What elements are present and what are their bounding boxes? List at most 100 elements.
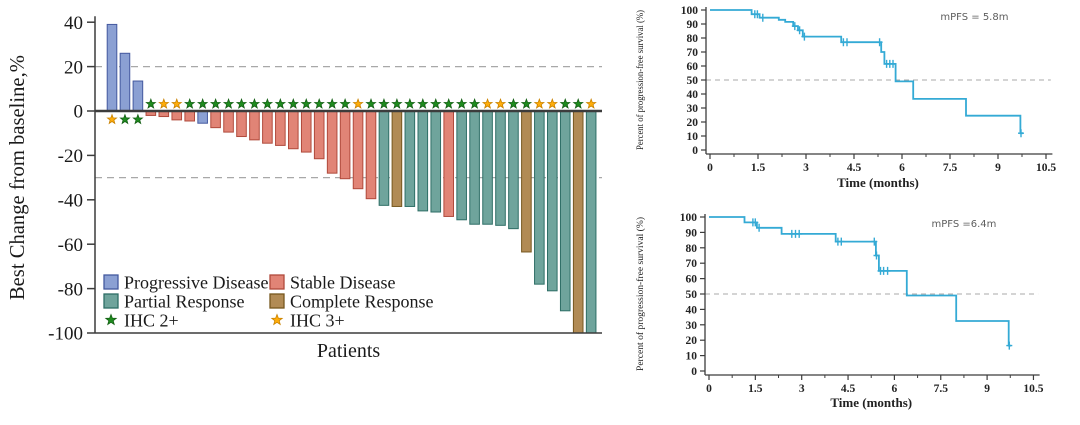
ihc-star [171, 98, 183, 109]
censor-mark [791, 22, 798, 31]
legend-swatch [103, 274, 119, 290]
waterfall-bar [443, 110, 454, 217]
waterfall-bar [508, 110, 519, 230]
y-tick-label: 40 [686, 304, 698, 316]
ihc-star [119, 113, 131, 125]
waterfall-bar [547, 110, 558, 292]
y-tick-label: 20 [686, 335, 698, 347]
waterfall-bar [572, 110, 584, 334]
ihc-star [417, 98, 429, 109]
legend-item-ihc2: IHC 2+ [104, 310, 179, 330]
waterfall-bar [559, 110, 571, 312]
waterfall-bar [430, 110, 442, 213]
ihc-star [339, 98, 351, 109]
mpfs-annotation: mPFS =6.4m [931, 219, 996, 230]
ihc-star [391, 98, 403, 109]
ihc-star [300, 98, 312, 109]
y-tick-label: 0 [74, 102, 84, 123]
legend-label: Progressive Disease [124, 272, 268, 292]
waterfall-bar [469, 110, 480, 225]
y-tick-label: 90 [686, 227, 698, 239]
legend-star [270, 313, 284, 326]
y-axis-title: Percent of progression-free survival (%) [635, 217, 646, 371]
y-axis-title: Best Change from baseline,% [5, 55, 29, 300]
ihc-star [184, 98, 196, 109]
legend-label: Complete Response [290, 291, 433, 311]
censor-mark [838, 237, 845, 246]
y-tick-label: -60 [58, 235, 83, 256]
waterfall-bar [352, 110, 364, 190]
y-tick-label: 80 [687, 33, 699, 45]
x-tick-label: 3 [803, 162, 809, 174]
ihc-star [494, 98, 507, 109]
ihc-star [145, 98, 157, 109]
censor-mark [890, 59, 896, 68]
ihc-star [209, 98, 222, 109]
waterfall-bar [482, 110, 493, 225]
legend-label: Stable Disease [290, 272, 395, 292]
ihc-star [468, 98, 481, 109]
y-tick-label: -40 [58, 190, 83, 211]
ihc-star [313, 98, 325, 109]
waterfall-bar [534, 110, 545, 285]
censor-mark [796, 229, 803, 238]
ihc-star [404, 98, 416, 109]
ihc-star [274, 98, 287, 109]
legend-swatch [269, 274, 285, 290]
x-tick-label: 0 [707, 162, 713, 174]
censor-mark [844, 38, 850, 47]
ihc-star [443, 98, 455, 109]
x-tick-label: 0 [706, 383, 712, 395]
legend-swatch [269, 293, 285, 309]
y-tick-label: 50 [687, 75, 699, 87]
legend-item-cr: Complete Response [269, 291, 433, 311]
x-tick-label: 10.5 [1023, 383, 1043, 395]
y-tick-label: 20 [687, 117, 699, 129]
censor-mark [796, 26, 803, 35]
y-tick-label: 0 [691, 366, 697, 378]
ihc-star [222, 98, 235, 109]
ihc-star [572, 98, 584, 109]
ihc-star [378, 98, 390, 109]
y-tick-label: 30 [687, 103, 699, 115]
waterfall-bar [288, 110, 299, 150]
ihc-star [158, 98, 170, 109]
waterfall-bar [585, 110, 597, 334]
censor-mark [876, 38, 883, 47]
waterfall-bar [365, 110, 377, 200]
x-axis-title: Patients [317, 340, 381, 362]
y-tick-label: 30 [686, 320, 698, 332]
ihc-star [326, 98, 338, 109]
censor-mark [801, 32, 808, 41]
ihc-star [287, 98, 299, 109]
y-tick-label: 100 [680, 212, 698, 224]
waterfall-bar [495, 110, 506, 226]
waterfall-bar [184, 110, 195, 122]
waterfall-bar [119, 52, 131, 112]
y-tick-label: -100 [48, 324, 83, 345]
y-axis-title: Percent of progression-free survival (%) [635, 10, 646, 150]
x-axis-title: Time (months) [830, 395, 912, 410]
waterfall-bar [275, 110, 286, 146]
y-tick-label: 80 [686, 243, 698, 255]
y-tick-label: 20 [64, 57, 83, 78]
ihc-star [520, 98, 533, 109]
censor-mark [1018, 129, 1024, 138]
y-tick-label: 40 [64, 13, 83, 34]
censor-mark [871, 237, 878, 246]
x-tick-label: 3 [799, 383, 805, 395]
x-tick-label: 4.5 [841, 383, 856, 395]
legend-swatch [103, 293, 119, 309]
waterfall-bar [521, 110, 532, 253]
censor-mark [754, 10, 761, 19]
legend-item-pr: Partial Response [103, 291, 244, 311]
ihc-star [546, 98, 558, 109]
y-tick-label: 70 [686, 258, 698, 270]
km-curve [709, 216, 1012, 347]
y-tick-label: 100 [681, 5, 699, 17]
waterfall-bar [313, 110, 325, 160]
x-tick-label: 10.5 [1036, 162, 1056, 174]
waterfall-bar [404, 110, 416, 207]
